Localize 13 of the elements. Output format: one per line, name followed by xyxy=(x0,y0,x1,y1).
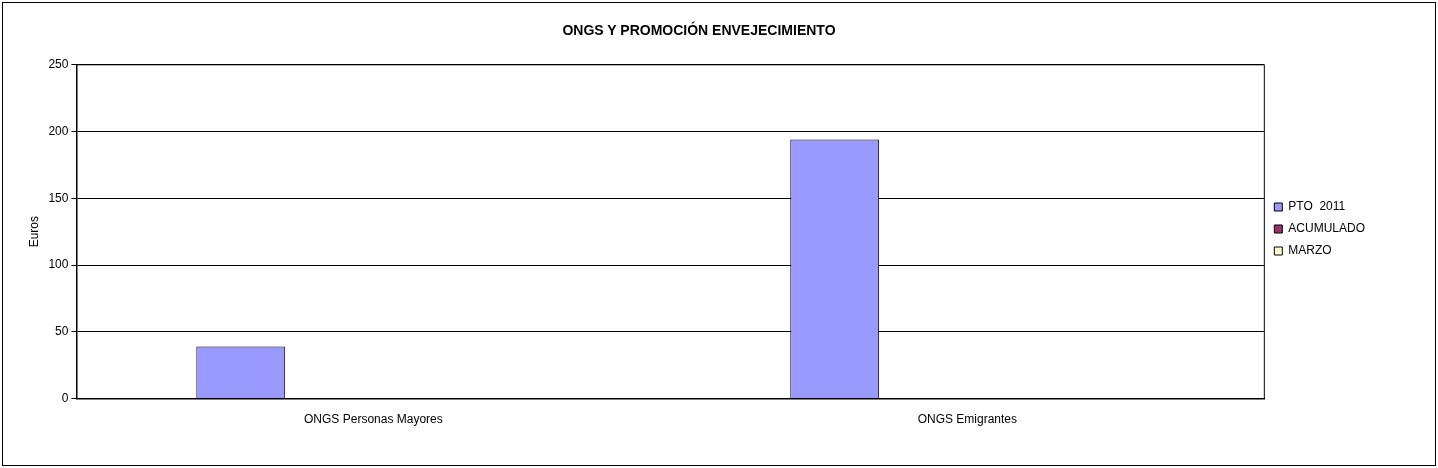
chart-title: ONGS Y PROMOCIÓN ENVEJECIMIENTO xyxy=(562,21,836,39)
legend-label: MARZO xyxy=(1288,243,1332,258)
y-tick-label: 200 xyxy=(48,123,69,138)
legend-label: ACUMULADO xyxy=(1288,221,1366,236)
y-tick-label: 0 xyxy=(61,390,69,405)
y-tick-label: 250 xyxy=(48,57,69,72)
legend-label: PTO 2011 xyxy=(1288,199,1346,214)
y-tick-label: 150 xyxy=(48,190,69,205)
x-tick-label: ONGS Emigrantes xyxy=(917,412,1018,427)
x-tick-label: ONGS Personas Mayores xyxy=(304,412,443,427)
y-axis-title: Euros xyxy=(26,216,41,248)
y-tick-label: 100 xyxy=(48,257,69,272)
y-tick-label: 50 xyxy=(55,324,69,339)
